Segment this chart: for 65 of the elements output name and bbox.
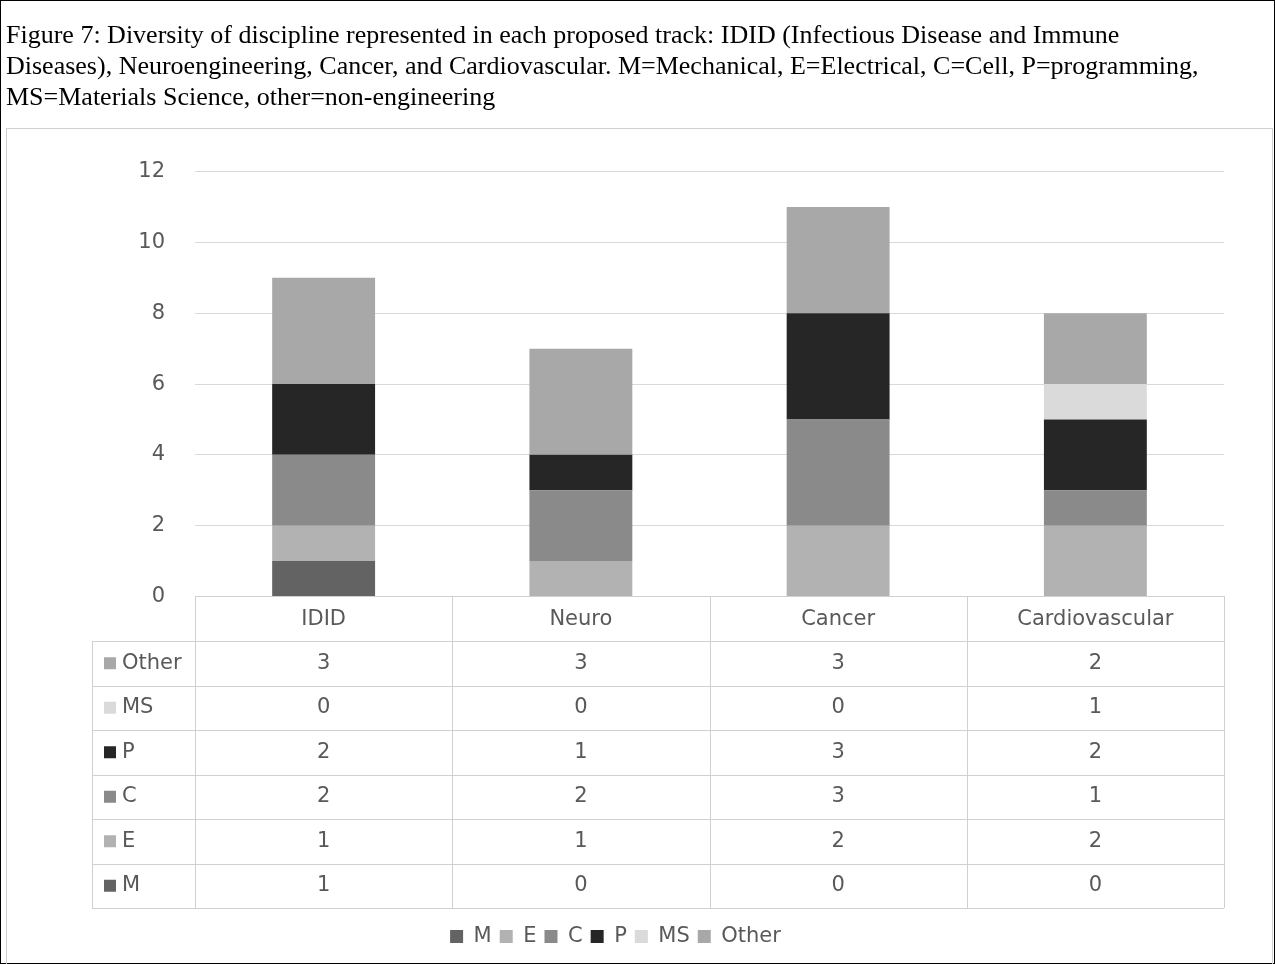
data-label: 0 [316, 694, 331, 719]
bar [272, 454, 376, 526]
data-label: 1 [316, 827, 331, 852]
bar [272, 277, 376, 385]
data-label: 2 [1088, 649, 1103, 674]
legend-label: P [122, 738, 135, 763]
bar [529, 454, 633, 491]
bar [786, 419, 890, 526]
legend-label: MS [658, 922, 690, 947]
data-label: 1 [574, 827, 588, 852]
y-tick-label: 10 [138, 228, 165, 253]
y-tick-label: 0 [151, 582, 165, 607]
data-label: 1 [1088, 694, 1103, 719]
data-label: 2 [1088, 738, 1103, 763]
data-label: 2 [316, 738, 331, 763]
x-tick-label: IDID [301, 605, 346, 630]
bar [1043, 525, 1147, 596]
bar [272, 525, 376, 562]
data-label: 2 [316, 783, 331, 808]
text: P [614, 922, 627, 947]
legend-label: E [122, 827, 136, 852]
y-tick-label: 2 [151, 512, 165, 537]
bar [529, 490, 633, 562]
y-tick-label: 6 [151, 370, 165, 395]
data-label: 0 [831, 872, 845, 897]
legend-label: C [122, 783, 137, 808]
data-label: 3 [574, 649, 588, 674]
data-label: 0 [831, 694, 845, 719]
y-tick-label: 8 [151, 299, 165, 324]
bar [272, 384, 376, 455]
y-tick-label: 12 [138, 158, 165, 183]
legend-label: Other [122, 649, 182, 674]
bar [786, 207, 890, 314]
bar [1043, 490, 1147, 526]
x-tick-label: Cancer [801, 605, 876, 630]
bar [786, 525, 890, 596]
data-label: 2 [574, 783, 588, 808]
bar [786, 313, 890, 420]
text: MS [122, 694, 154, 719]
x-tick-label: Cardiovascular [1017, 605, 1174, 630]
legend-label: M [122, 872, 141, 897]
data-label: 0 [1088, 872, 1103, 897]
text: M [473, 922, 492, 947]
data-label: 0 [574, 694, 588, 719]
data-label: 3 [316, 649, 331, 674]
bar [272, 561, 376, 596]
data-label: 1 [1088, 783, 1103, 808]
x-tick-label: Neuro [549, 605, 613, 630]
data-label: 3 [831, 738, 845, 763]
bar [1043, 419, 1147, 491]
y-tick-label: 4 [151, 441, 165, 466]
data-label: 3 [831, 649, 845, 674]
data-label: 1 [316, 872, 331, 897]
data-label: 3 [831, 783, 845, 808]
text: E [523, 922, 537, 947]
bar [529, 348, 633, 455]
bar [529, 561, 633, 596]
text: C [567, 922, 583, 947]
data-label: 2 [831, 827, 845, 852]
text: Other [721, 922, 781, 947]
chart-title: Figure 7: Diversity of discipline represented in each proposed track: IDID (Infectious Disease and Immune Diseases), Neuroengineering, Cancer, and Cardiovascular. M=Mechanical, E=Electrical, C=Cell, P=programming, MS=Materials Science, other=non-engineering [6, 19, 1200, 112]
data-label: 1 [574, 738, 588, 763]
data-label: 0 [574, 872, 588, 897]
data-label: 2 [1088, 827, 1103, 852]
bar [1043, 313, 1147, 385]
